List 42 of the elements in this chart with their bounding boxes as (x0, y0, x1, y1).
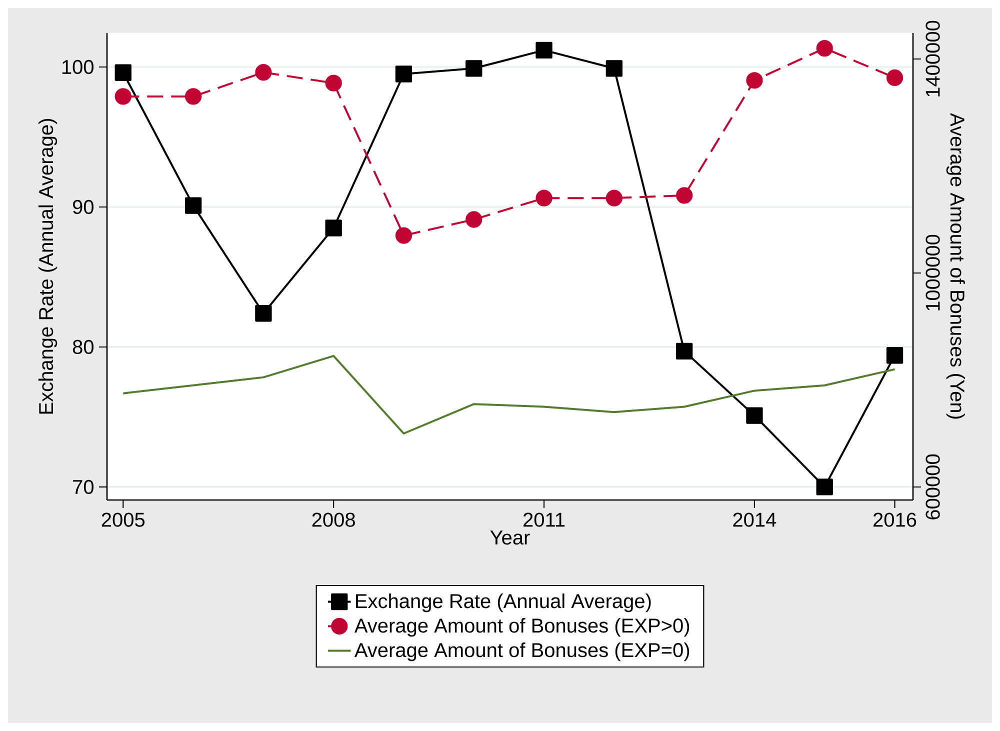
point (325, 220, 342, 236)
point (746, 407, 763, 424)
point (886, 69, 904, 86)
point (466, 211, 482, 228)
point (816, 40, 833, 57)
point (325, 74, 342, 92)
point (114, 64, 132, 81)
x-tick-label: 2008 (312, 512, 355, 527)
y-tick-label: 90 (72, 200, 94, 214)
x-tick-label: 2005 (102, 512, 145, 527)
point (816, 478, 833, 496)
y2-axis-title: Average Amount of Bonuses (Yen) (946, 113, 965, 419)
point (395, 227, 412, 244)
point (255, 305, 272, 322)
point (114, 88, 132, 105)
point (184, 88, 202, 105)
x-tick-label: 2016 (874, 512, 916, 527)
y-axis-title: Exchange Rate (Annual Average) (38, 118, 58, 414)
point (676, 187, 693, 204)
point (255, 64, 272, 81)
point (184, 197, 202, 214)
point (676, 342, 693, 360)
legend-label: Average Amount of Bonuses (EXP>0) (354, 618, 690, 637)
point (886, 347, 904, 364)
y-tick-label: 70 (73, 480, 94, 494)
x-axis-title: Year (490, 530, 530, 545)
point (536, 190, 552, 206)
x-tick-label: 2014 (733, 512, 776, 527)
point (606, 190, 623, 206)
legend-label: Average Amount of Bonuses (EXP=0) (354, 642, 690, 662)
point (466, 60, 482, 77)
y-tick-label: 80 (72, 340, 94, 354)
y2-tick-label: 600000 (926, 454, 940, 520)
legend-label: Exchange Rate (Annual Average) (356, 594, 651, 612)
point (746, 72, 763, 89)
point (536, 42, 552, 59)
point (606, 60, 623, 77)
x-tick-label: 2011 (524, 512, 565, 527)
y2-tick-label: 1000000 (926, 234, 940, 310)
point (395, 66, 412, 82)
y2-tick-label: 1400000 (926, 20, 940, 96)
y-tick-label: 100 (62, 60, 94, 74)
